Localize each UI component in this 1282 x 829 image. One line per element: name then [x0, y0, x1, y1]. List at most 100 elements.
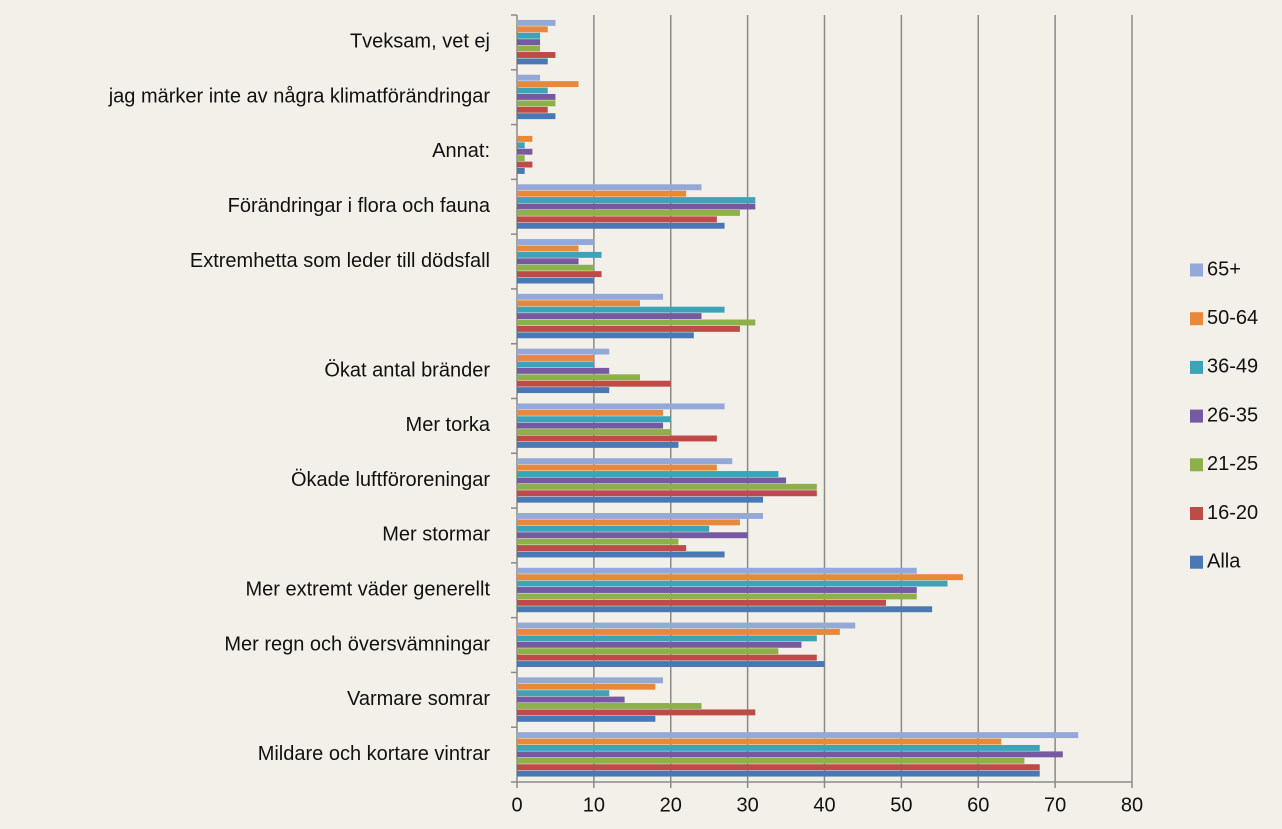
bar: [517, 264, 594, 271]
bar: [517, 683, 656, 690]
bar: [517, 435, 717, 442]
bar: [517, 696, 625, 703]
bar: [517, 197, 756, 204]
bar: [517, 654, 817, 661]
bar: [517, 300, 640, 307]
bar: [517, 757, 1025, 764]
y-tick-label: Mildare och kortare vintrar: [258, 743, 491, 765]
bar: [517, 599, 886, 606]
bar: [517, 203, 756, 210]
legend-label: 16-20: [1207, 502, 1258, 524]
x-tick-label: 80: [1121, 794, 1143, 816]
bar: [517, 593, 917, 600]
bar: [517, 222, 725, 229]
bar: [517, 751, 1063, 758]
y-tick-label: Ökade luftföroreningar: [291, 469, 490, 491]
x-tick-label: 0: [511, 794, 522, 816]
bar: [517, 168, 525, 174]
y-tick-label: Mer stormar: [382, 524, 490, 546]
bar: [517, 239, 594, 245]
bar: [517, 690, 610, 697]
bar: [517, 567, 917, 574]
bar: [517, 325, 740, 332]
legend-label: Alla: [1207, 550, 1241, 572]
bar: [517, 81, 579, 88]
bar: [517, 361, 594, 368]
bar: [517, 580, 948, 587]
bar: [517, 661, 825, 667]
bar: [517, 184, 702, 191]
bar: [517, 458, 733, 465]
bar: [517, 622, 856, 629]
bar: [517, 161, 533, 168]
bar: [517, 209, 740, 216]
bar: [517, 58, 548, 65]
bar: [517, 32, 541, 39]
bar: [517, 106, 548, 113]
x-tick-label: 20: [660, 794, 682, 816]
bar: [517, 313, 702, 320]
bar: [517, 52, 556, 58]
bar: [517, 271, 602, 278]
bar: [517, 648, 779, 655]
bar: [517, 532, 748, 539]
bar: [517, 39, 541, 46]
bar: [517, 355, 594, 361]
legend-label: 36-49: [1207, 356, 1258, 378]
bar: [517, 764, 1040, 771]
bar: [517, 26, 548, 33]
bar: [517, 319, 756, 326]
x-tick-label: 40: [813, 794, 835, 816]
bar: [517, 74, 541, 81]
legend-swatch: [1190, 312, 1203, 326]
bar: [517, 441, 679, 448]
bar: [517, 738, 1002, 745]
bar: [517, 770, 1040, 777]
bar: [517, 148, 533, 155]
legend-label: 65+: [1207, 258, 1241, 280]
bar: [517, 251, 602, 258]
bar: [517, 332, 694, 339]
y-tick-label: Förändringar i flora och fauna: [228, 195, 491, 217]
bar: [517, 635, 817, 642]
bar: [517, 155, 525, 162]
bar: [517, 258, 579, 265]
legend-swatch: [1190, 409, 1203, 423]
legend-swatch: [1190, 507, 1203, 520]
bar: [517, 496, 763, 503]
bar: [517, 477, 787, 484]
bar: [517, 574, 963, 581]
bar: [517, 277, 594, 284]
bar: [517, 87, 548, 94]
bar: [517, 490, 817, 497]
legend-swatch: [1190, 458, 1203, 472]
bar: [517, 483, 817, 490]
bar: [517, 19, 556, 26]
y-tick-label: Tveksam, vet ej: [350, 31, 490, 53]
y-tick-label: Mer extremt väder generellt: [245, 579, 490, 601]
bar: [517, 409, 664, 416]
legend-label: 26-35: [1207, 404, 1258, 426]
bar: [517, 216, 717, 223]
bar: [517, 538, 679, 545]
x-tick-label: 60: [967, 794, 989, 816]
x-tick-label: 30: [737, 794, 759, 816]
bar: [517, 587, 917, 593]
legend-swatch: [1190, 555, 1203, 569]
bar: [517, 709, 756, 716]
bar: [517, 293, 664, 300]
bar: [517, 306, 725, 313]
bar: [517, 641, 802, 648]
bar: [517, 403, 725, 410]
bar: [517, 387, 610, 394]
bar: [517, 245, 579, 252]
bar: [517, 142, 525, 149]
bar: [517, 374, 640, 381]
bar: [517, 519, 740, 526]
bar: [517, 715, 656, 722]
bar: [517, 677, 664, 684]
bar: [517, 348, 610, 355]
bar: [517, 513, 763, 519]
bar: [517, 422, 664, 429]
